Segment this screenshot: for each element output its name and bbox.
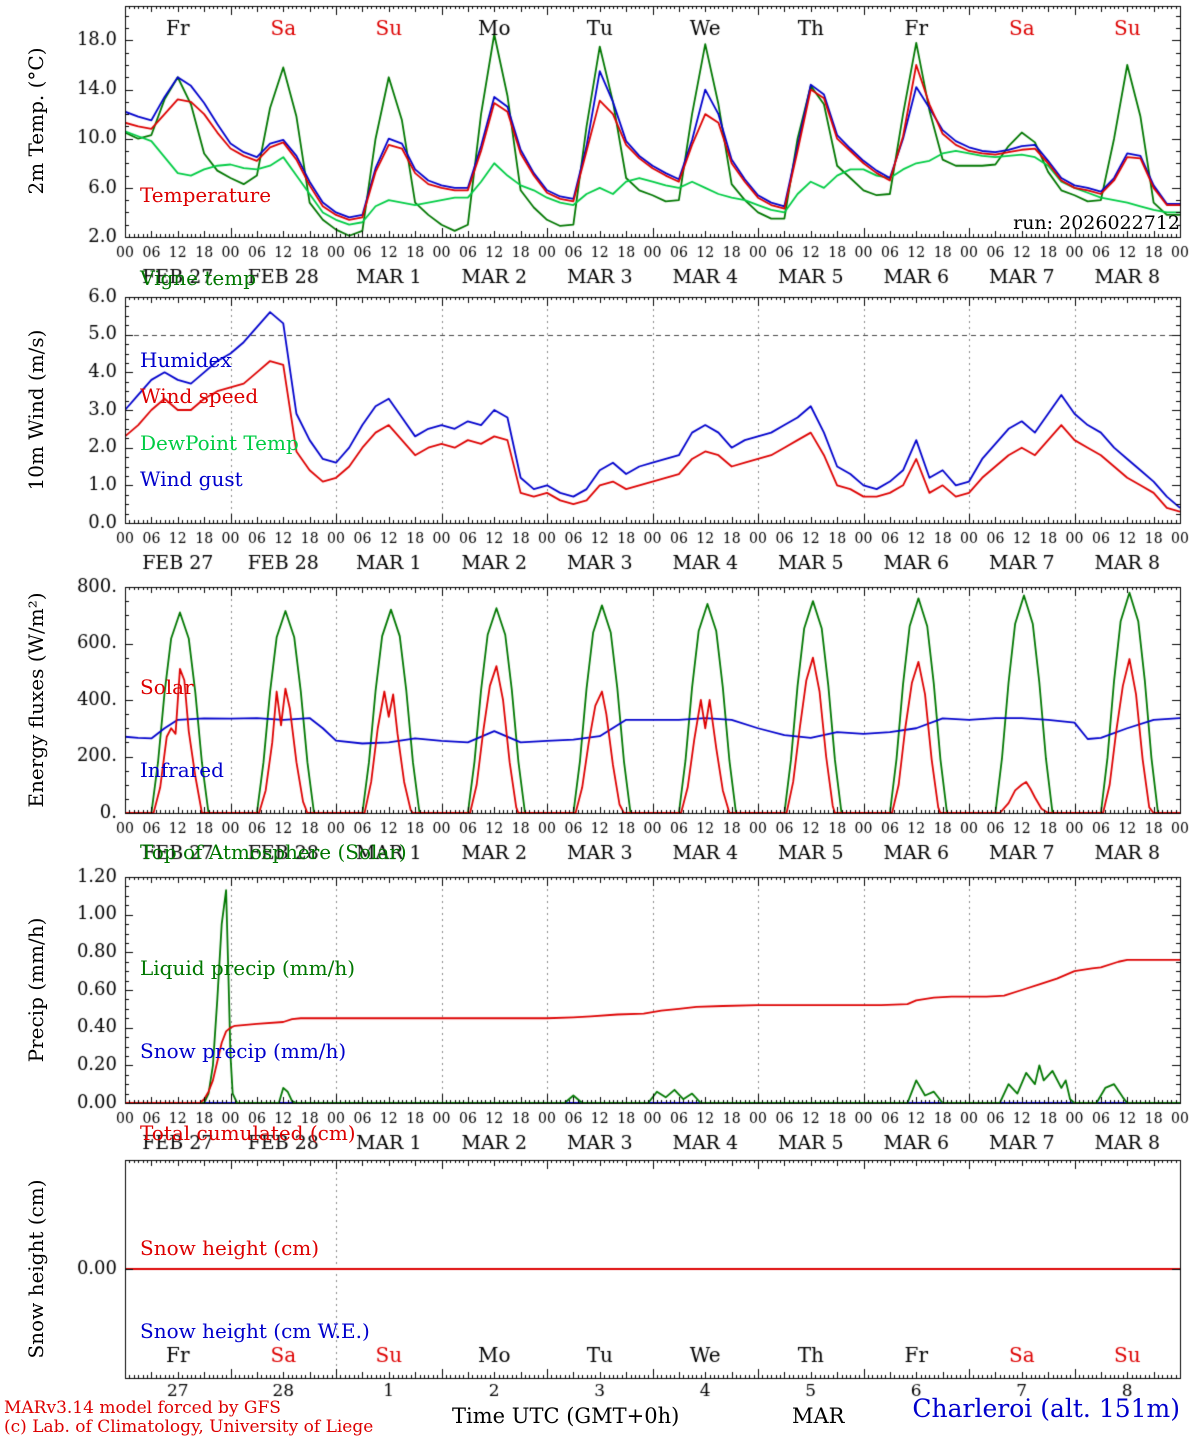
legend-temperature-panel: Temperature Vigne temp Humidex DewPoint … [140, 127, 299, 512]
run-label: run: 2026022712 [1013, 212, 1180, 234]
legend-solar: Solar [140, 675, 194, 699]
station-label: Charleroi (alt. 151m) [912, 1394, 1180, 1423]
y-axis-title-wind: 10m Wind (m/s) [24, 329, 48, 491]
legend-snow-panel: Snow height (cm) Snow height (cm W.E.) [140, 1180, 370, 1400]
legend-liquid-precip: Liquid precip (mm/h) [140, 956, 356, 980]
legend-toa-solar: Top of Atmosphere (Solar) [140, 840, 407, 864]
legend-infrared: Infrared [140, 757, 224, 782]
legend-wind-speed: Wind speed [140, 384, 259, 408]
legend-dewpoint-temp: DewPoint Temp [140, 430, 299, 455]
legend-vigne-temp: Vigne temp [140, 265, 257, 290]
legend-total-cumulated: Total cumulated (cm) [140, 1121, 356, 1145]
legend-temperature: Temperature [140, 183, 272, 207]
legend-precip-panel: Liquid precip (mm/h) Snow precip (mm/h) … [140, 900, 356, 1203]
legend-wind-panel: Wind speed Wind gust [140, 328, 258, 548]
x-axis-title: Time UTC (GMT+0h) [452, 1404, 680, 1428]
y-axis-title-fluxes: Energy fluxes (W/m²) [24, 592, 48, 808]
y-axis-title-snow: Snow height (cm) [24, 1179, 48, 1359]
legend-wind-gust: Wind gust [140, 466, 243, 491]
model-credit: MARv3.14 model forced by GFS [4, 1398, 281, 1418]
legend-snow-height-we: Snow height (cm W.E.) [140, 1318, 370, 1343]
month-label: MAR [792, 1404, 845, 1428]
laboratory-credit: (c) Lab. of Climatology, University of L… [4, 1417, 374, 1437]
legend-humidex: Humidex [140, 348, 232, 372]
y-axis-title-temperature: 2m Temp. (°C) [24, 47, 48, 195]
legend-snow-height: Snow height (cm) [140, 1236, 320, 1260]
legend-fluxes-panel: Solar Infrared Top of Atmosphere (Solar) [140, 619, 407, 922]
legend-snow-precip: Snow precip (mm/h) [140, 1038, 347, 1063]
y-axis-title-precip: Precip (mm/h) [24, 917, 48, 1063]
